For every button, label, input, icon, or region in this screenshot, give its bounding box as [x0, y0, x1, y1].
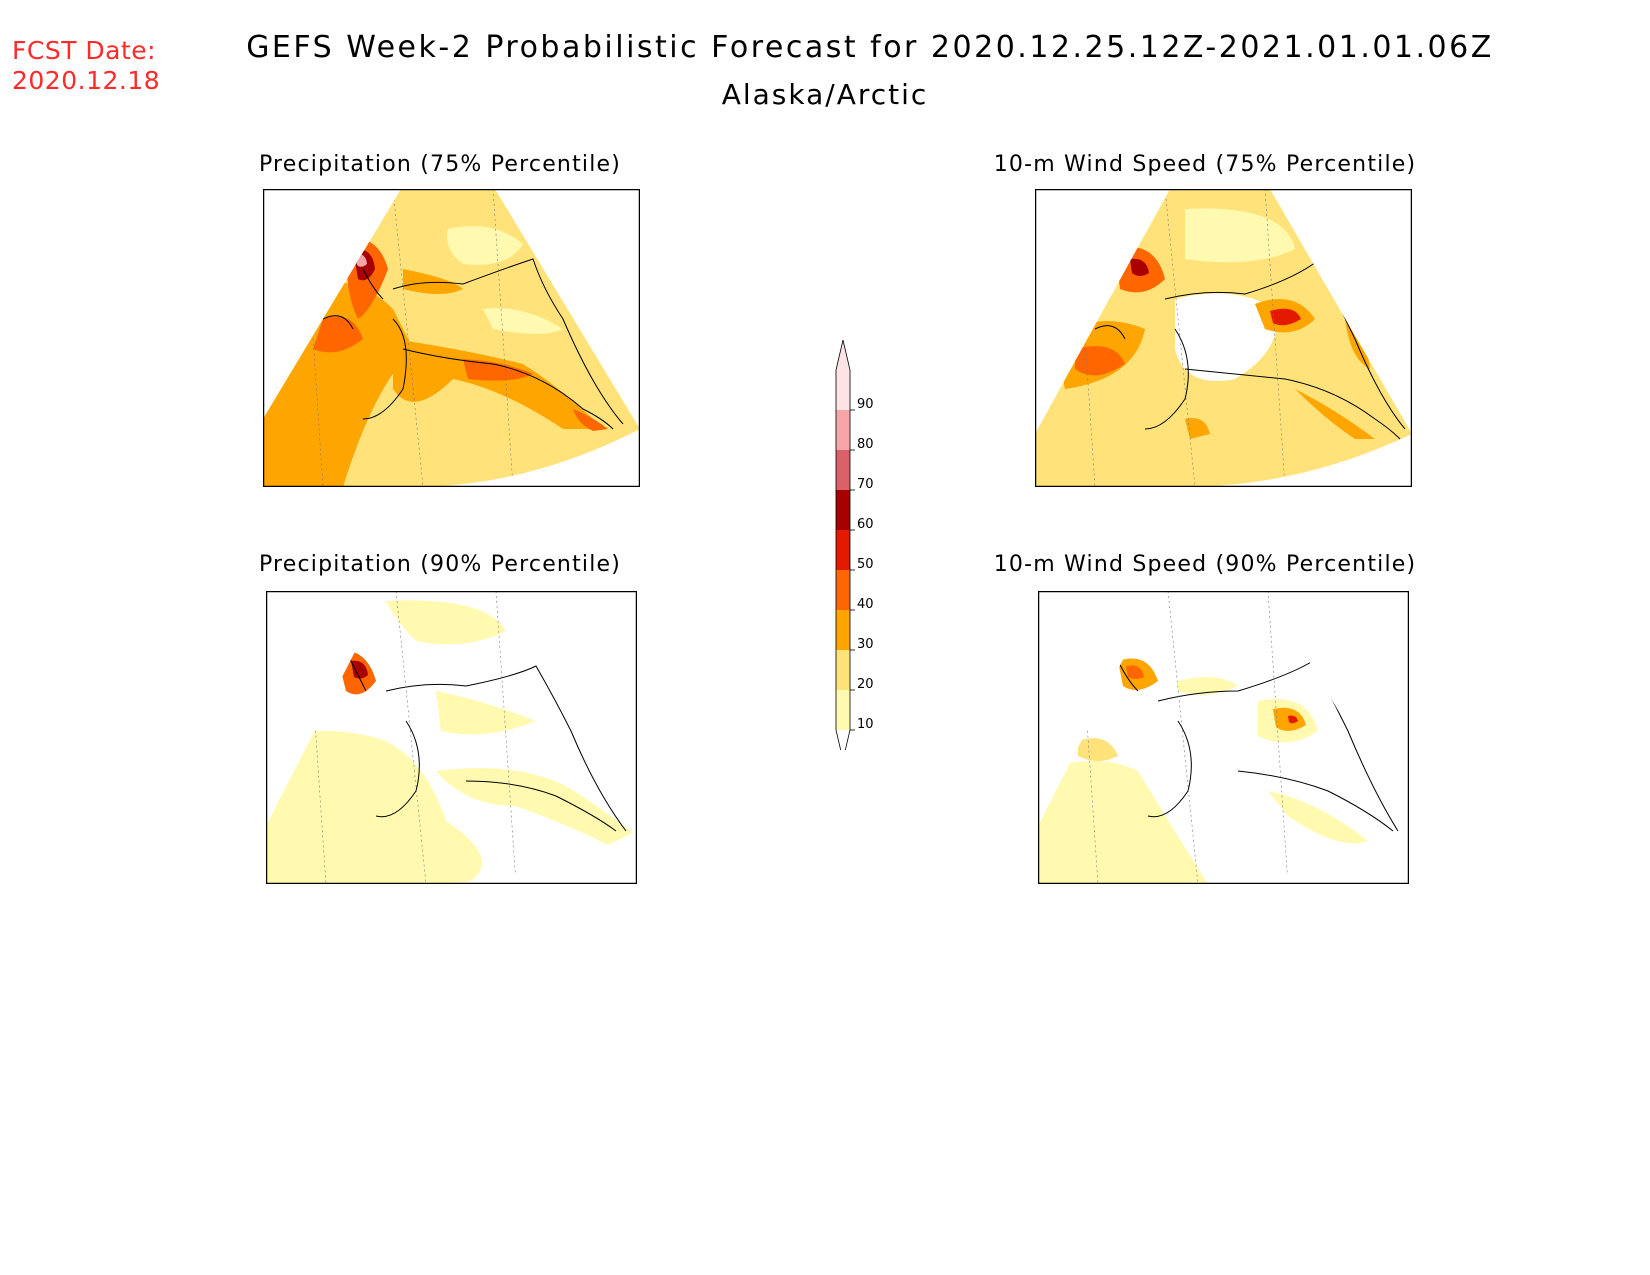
panel-title-precip-75: Precipitation (75% Percentile)	[258, 152, 622, 177]
colorbar-tick-label: 70	[857, 477, 874, 492]
forecast-date: FCST Date: 2020.12.18	[12, 36, 160, 96]
colorbar-swatch	[836, 530, 850, 570]
colorbar: 10 20 30 40 50 60 70 80 90	[810, 330, 880, 761]
colorbar-swatch	[836, 690, 850, 730]
colorbar-top-arrow	[836, 340, 850, 370]
colorbar-swatch	[836, 410, 850, 450]
map-precip-90	[266, 591, 637, 884]
panel-title-wind-75: 10-m Wind Speed (75% Percentile)	[993, 152, 1417, 177]
colorbar-tick-label: 40	[857, 597, 874, 612]
forecast-date-value: 2020.12.18	[12, 66, 161, 95]
colorbar-swatch	[836, 570, 850, 610]
page-title: GEFS Week-2 Probabilistic Forecast for 2…	[246, 30, 1494, 65]
region-subtitle: Alaska/Arctic	[721, 78, 929, 111]
panel-title-wind-90: 10-m Wind Speed (90% Percentile)	[993, 552, 1417, 577]
colorbar-tick-label: 30	[857, 637, 874, 652]
colorbar-swatch	[836, 650, 850, 690]
colorbar-tick-label: 20	[857, 677, 874, 692]
colorbar-tick-label: 60	[857, 517, 874, 532]
colorbar-tick-label: 50	[857, 557, 874, 572]
forecast-date-label: FCST Date:	[12, 36, 157, 65]
colorbar-tick-label: 10	[857, 717, 874, 732]
colorbar-swatch	[836, 490, 850, 530]
colorbar-swatch	[836, 610, 850, 650]
colorbar-swatch	[836, 450, 850, 490]
colorbar-bottom-arrow	[836, 730, 850, 760]
map-wind-75	[1035, 189, 1412, 487]
panel-title-precip-90: Precipitation (90% Percentile)	[258, 552, 622, 577]
map-precip-75	[263, 189, 640, 487]
colorbar-tick-label: 90	[857, 397, 874, 412]
map-wind-90	[1038, 591, 1409, 884]
colorbar-tick-label: 80	[857, 437, 874, 452]
colorbar-swatch	[836, 370, 850, 410]
